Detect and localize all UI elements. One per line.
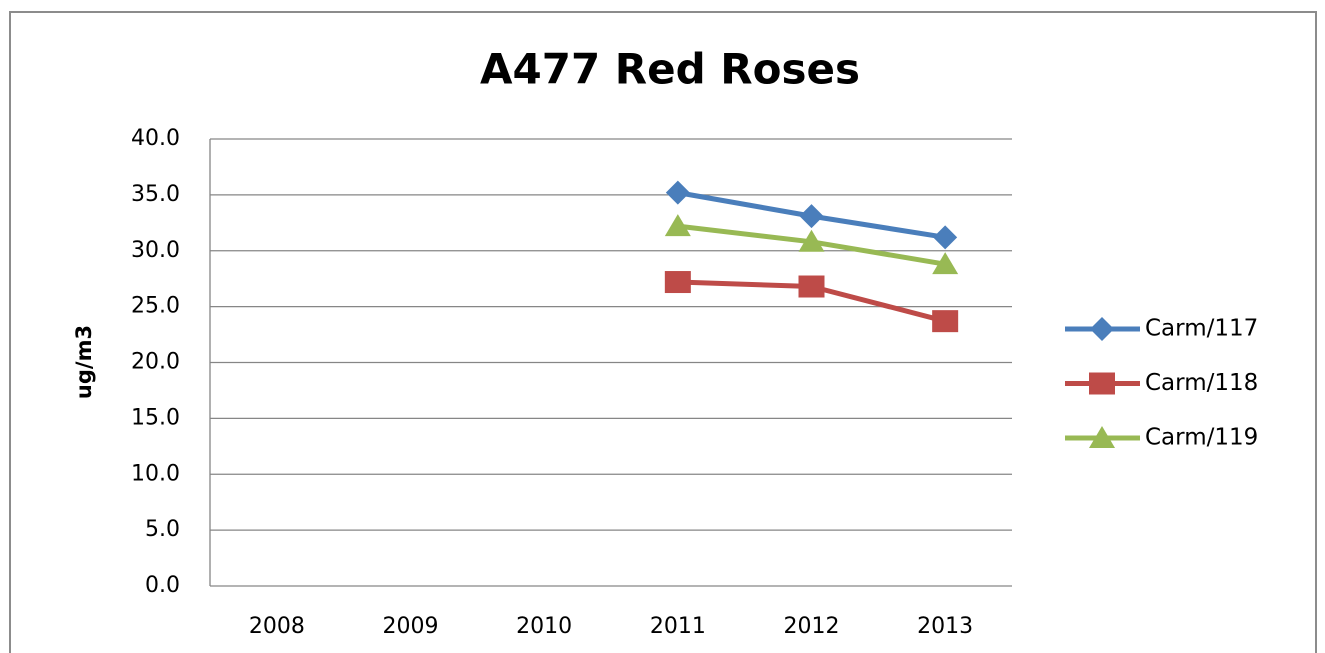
x-tick-label: 2013	[917, 614, 973, 639]
data-point	[932, 252, 959, 275]
x-tick-label: 2008	[249, 614, 305, 639]
y-tick-label: 40.0	[131, 126, 180, 151]
x-tick-label: 2010	[516, 614, 572, 639]
legend-marker	[1089, 426, 1115, 448]
chart-title: A477 Red Roses	[480, 45, 860, 94]
data-point	[799, 204, 824, 229]
y-tick-label: 0.0	[145, 573, 180, 598]
x-tick-label: 2009	[383, 614, 439, 639]
legend-marker	[1089, 372, 1115, 395]
y-tick-label: 5.0	[145, 517, 180, 542]
x-tick-label: 2011	[650, 614, 706, 639]
legend-label: Carm/119	[1145, 425, 1258, 451]
y-axis-title: ug/m3	[72, 325, 96, 399]
y-tick-label: 10.0	[131, 461, 180, 486]
legend-label: Carm/117	[1145, 316, 1258, 342]
x-tick-label: 2012	[784, 614, 840, 639]
data-point	[932, 310, 959, 333]
y-tick-label: 35.0	[131, 182, 180, 207]
y-tick-label: 20.0	[131, 350, 180, 375]
data-point	[664, 214, 691, 237]
legend-label: Carm/118	[1145, 370, 1258, 396]
data-point	[664, 271, 691, 294]
y-tick-label: 25.0	[131, 294, 180, 319]
legend-marker	[1090, 317, 1114, 341]
data-point	[798, 275, 825, 298]
data-point	[798, 229, 825, 252]
data-point	[665, 180, 690, 205]
y-tick-label: 30.0	[131, 238, 180, 263]
y-tick-label: 15.0	[131, 405, 180, 430]
chart-frame	[9, 11, 1317, 653]
data-point	[933, 225, 958, 250]
